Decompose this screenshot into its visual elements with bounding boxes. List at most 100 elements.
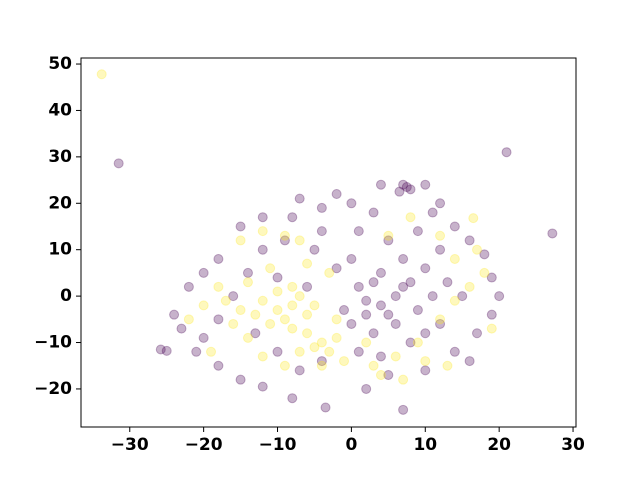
y-tick-label: 50 (48, 54, 72, 74)
point (235, 374, 246, 385)
point (316, 360, 327, 371)
point (272, 286, 283, 297)
point (394, 186, 405, 197)
x-tick-label: −30 (111, 435, 149, 455)
point (257, 212, 268, 223)
point (235, 305, 246, 316)
point (383, 230, 394, 241)
point (302, 309, 313, 320)
point (398, 281, 409, 292)
point (486, 272, 497, 283)
point (242, 267, 253, 278)
point (398, 253, 409, 264)
point (235, 221, 246, 232)
point (420, 179, 431, 190)
point (257, 381, 268, 392)
point (198, 300, 209, 311)
point (320, 402, 331, 413)
point (420, 365, 431, 376)
point (235, 235, 246, 246)
point (449, 221, 460, 232)
point (405, 277, 416, 288)
point (427, 291, 438, 302)
point (435, 318, 446, 329)
point (383, 370, 394, 381)
point (198, 332, 209, 343)
point (213, 360, 224, 371)
point (435, 244, 446, 255)
point (383, 235, 394, 246)
point (331, 188, 342, 199)
y-tick-label: −10 (34, 333, 72, 353)
point (361, 309, 372, 320)
y-tick-label: −20 (34, 379, 72, 399)
point (468, 213, 479, 224)
point (272, 305, 283, 316)
point (183, 281, 194, 292)
point (464, 356, 475, 367)
point (353, 281, 364, 292)
x-tick-label: −10 (259, 435, 297, 455)
point (279, 360, 290, 371)
point (113, 158, 124, 169)
point (287, 323, 298, 334)
point (272, 272, 283, 283)
point (302, 258, 313, 269)
point (368, 207, 379, 218)
point (169, 309, 180, 320)
point (375, 351, 386, 362)
point (242, 277, 253, 288)
point (198, 267, 209, 278)
point (346, 318, 357, 329)
y-tick-label: 10 (48, 240, 72, 260)
point (265, 263, 276, 274)
point (368, 277, 379, 288)
point (486, 309, 497, 320)
point (220, 295, 231, 306)
point (346, 253, 357, 264)
point (383, 309, 394, 320)
point (287, 212, 298, 223)
point (213, 281, 224, 292)
point (368, 328, 379, 339)
point (375, 300, 386, 311)
point (420, 328, 431, 339)
point (420, 263, 431, 274)
point (457, 291, 468, 302)
point (161, 345, 172, 356)
point (442, 360, 453, 371)
point (287, 281, 298, 292)
point (472, 244, 482, 255)
point (420, 356, 431, 367)
point (331, 332, 342, 343)
point (294, 365, 305, 376)
x-tick-label: 20 (487, 435, 511, 455)
point (375, 267, 386, 278)
point (449, 346, 460, 357)
point (479, 267, 490, 278)
point (316, 337, 327, 348)
point (405, 337, 416, 348)
point (427, 207, 438, 218)
point (257, 226, 268, 237)
point (257, 295, 268, 306)
point (353, 346, 364, 357)
point (155, 344, 166, 355)
point (339, 305, 350, 316)
point (302, 328, 313, 339)
point (486, 323, 497, 334)
point (449, 295, 460, 306)
point (213, 253, 224, 264)
point (302, 281, 313, 292)
point (401, 182, 412, 193)
point (435, 198, 446, 209)
point (206, 346, 217, 357)
point (191, 346, 202, 357)
point (331, 314, 342, 325)
point (242, 332, 253, 343)
point (287, 393, 298, 404)
point (294, 235, 305, 246)
point (250, 328, 261, 339)
point (442, 277, 453, 288)
